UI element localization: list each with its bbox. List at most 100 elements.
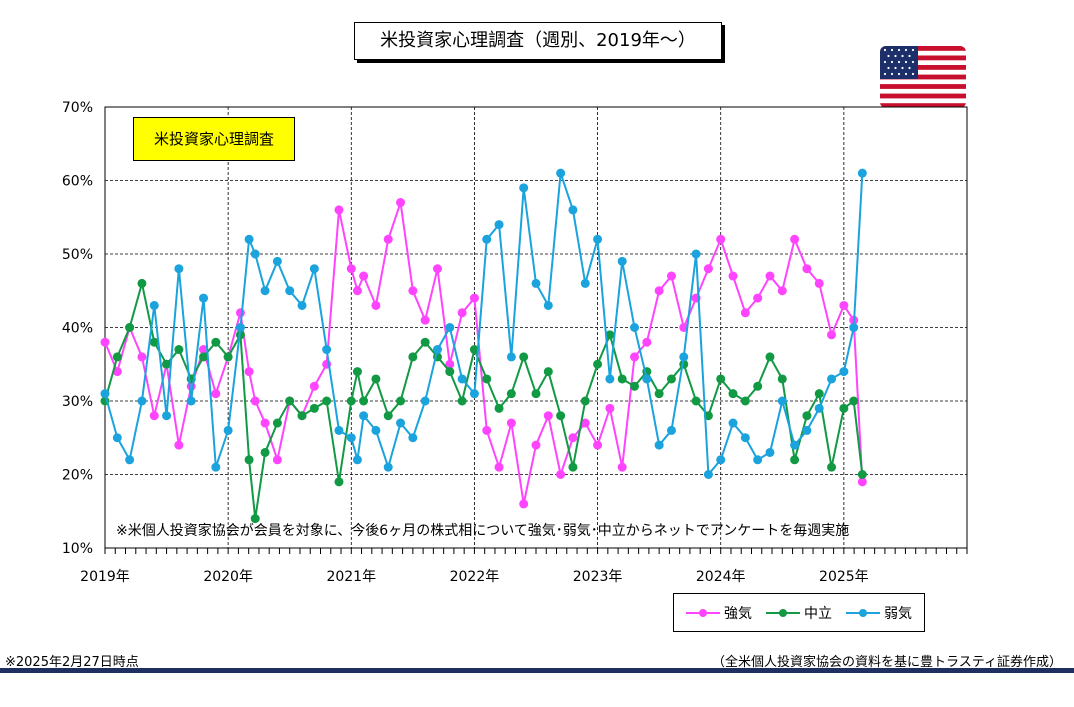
series-point [691, 249, 701, 259]
y-tick-label: 70% [62, 100, 93, 116]
x-tick-label: 2021年 [326, 569, 376, 585]
series-point [765, 447, 775, 457]
legend-item-neutral: 中立 [766, 603, 832, 623]
series-point [112, 352, 122, 362]
series-point [352, 455, 362, 465]
series-point [359, 271, 369, 281]
series-point [827, 462, 837, 472]
series-point [352, 367, 362, 377]
series-point [211, 337, 221, 347]
series-point [162, 359, 172, 369]
series-point [753, 381, 763, 391]
series-point [494, 220, 504, 230]
series-point [244, 455, 254, 465]
series-point [531, 278, 541, 288]
series-point [519, 352, 529, 362]
series-point [593, 234, 603, 244]
series-point [309, 264, 319, 274]
series-point [260, 447, 270, 457]
series-point [100, 389, 110, 399]
series-point [297, 411, 307, 421]
series-point [543, 300, 553, 310]
series-point [740, 396, 750, 406]
y-tick-label: 10% [62, 541, 93, 557]
y-tick-label: 50% [62, 247, 93, 263]
series-point [802, 425, 812, 435]
series-point [765, 271, 775, 281]
series-point [260, 418, 270, 428]
series-point [408, 433, 418, 443]
series-point [244, 367, 254, 377]
series-point [849, 396, 859, 406]
series-point [777, 286, 787, 296]
series-point [445, 323, 455, 332]
x-tick-label: 2023年 [573, 569, 623, 585]
series-point [174, 345, 184, 355]
legend-label-bullish: 強気 [724, 605, 752, 622]
series-point [199, 293, 209, 303]
y-tick-label: 20% [62, 468, 93, 484]
series-point [346, 264, 356, 274]
series-point [297, 300, 307, 310]
y-tick-label: 60% [62, 174, 93, 190]
series-point [137, 396, 147, 406]
series-point [137, 278, 147, 288]
series-point [371, 425, 381, 435]
series-point [654, 389, 664, 399]
series-point [235, 323, 245, 332]
series-point [309, 381, 319, 391]
series-point [617, 256, 627, 266]
series-point [250, 249, 260, 259]
series-point [642, 374, 652, 384]
series-point [568, 205, 578, 215]
series-point [617, 374, 627, 384]
series-point [112, 433, 122, 443]
legend-bullish-marker [686, 608, 720, 617]
series-point [666, 374, 676, 384]
series-point [814, 403, 824, 413]
series-point [666, 271, 676, 281]
series-point [790, 440, 800, 450]
series-point [703, 264, 713, 274]
as-of-date: ※2025年2月27日時点 [5, 655, 139, 670]
series-point [849, 323, 859, 332]
series-point [371, 374, 381, 384]
series-point [334, 477, 344, 487]
series-point [396, 396, 406, 406]
y-tick-label: 30% [62, 394, 93, 410]
series-point [839, 300, 849, 310]
series-point [617, 462, 627, 472]
series-point [630, 381, 640, 391]
legend-label-neutral: 中立 [804, 605, 832, 622]
series-point [482, 234, 492, 244]
series-point [580, 418, 590, 428]
series-point [420, 337, 430, 347]
series-point [777, 396, 787, 406]
series-point [469, 389, 479, 399]
series-point [568, 462, 578, 472]
series-point [149, 300, 159, 310]
series-point [839, 403, 849, 413]
survey-note: ※米個人投資家協会が会員を対象に、今後6ヶ月の株式相について強気･弱気･中立から… [116, 523, 850, 539]
series-point [482, 374, 492, 384]
series-point [223, 352, 233, 362]
series-point [814, 389, 824, 399]
x-tick-label: 2020年 [203, 569, 253, 585]
series-point [359, 411, 369, 421]
series-point [445, 359, 455, 369]
series-point [162, 411, 172, 421]
series-point [371, 300, 381, 310]
series-point [199, 345, 209, 355]
series-point [716, 374, 726, 384]
series-point [857, 470, 867, 479]
x-tick-label: 2024年 [696, 569, 746, 585]
series-point [322, 396, 332, 406]
series-point [568, 433, 578, 443]
series-point [309, 403, 319, 413]
series-point [790, 234, 800, 244]
legend-item-bullish: 強気 [686, 603, 752, 623]
series-point [857, 477, 867, 487]
series-point [260, 286, 270, 296]
series-point [211, 462, 221, 472]
series-point [519, 499, 529, 509]
